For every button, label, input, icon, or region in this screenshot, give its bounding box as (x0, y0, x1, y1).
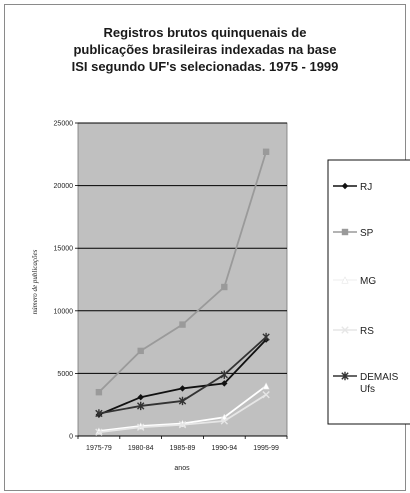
legend-box (327, 159, 410, 425)
data-point (179, 321, 186, 328)
data-point (137, 401, 145, 411)
data-point (220, 370, 228, 379)
y-axis: 0 5000 10000 15000 20000 25000 (54, 121, 78, 441)
data-point (137, 423, 145, 431)
data-point (262, 390, 270, 399)
chart-title: Registros brutos quinquenais de publicaç… (40, 24, 370, 75)
data-point (262, 382, 270, 390)
legend-label: MG (360, 276, 376, 287)
legend-item: DEMAIS Ufs (333, 371, 399, 395)
legend-swatch-marker (341, 326, 349, 334)
legend-label: RS (360, 326, 374, 337)
legend-swatch-marker (341, 371, 349, 381)
x-tick-label: 1980-84 (128, 445, 154, 452)
chart-title-line-2: publicações brasileiras indexadas na bas… (73, 42, 337, 57)
legend-swatch-marker (341, 182, 349, 190)
series-demais-ufs (95, 332, 270, 418)
x-tick-label: 1985-89 (170, 445, 196, 452)
data-point (95, 388, 103, 396)
legend-item: SP (333, 228, 374, 239)
y-tick-label: 10000 (54, 308, 74, 315)
data-point (221, 380, 228, 387)
data-point (95, 428, 103, 436)
legend-swatch-marker (341, 228, 349, 236)
x-tick-label: 1990-94 (211, 445, 237, 452)
series-sp (95, 148, 270, 396)
legend-label: RJ (360, 182, 372, 193)
series-rs (95, 390, 270, 436)
data-point (178, 396, 187, 406)
data-point (262, 332, 270, 342)
legend: RJ SP MG RS DEMAIS Ufs (327, 159, 410, 425)
x-axis: 1975-79 1980-84 1985-89 1990-94 1995-99 (77, 435, 288, 452)
x-tick-label: 1975-79 (86, 445, 112, 452)
data-point (178, 421, 187, 429)
legend-item: RS (333, 326, 374, 337)
y-axis-label: número de publicações (31, 249, 39, 314)
y-tick-label: 25000 (54, 121, 74, 128)
y-tick-label: 15000 (54, 246, 74, 253)
data-point (95, 409, 103, 418)
data-point (220, 417, 228, 425)
data-point (179, 385, 186, 392)
x-tick-label: 1995-99 (253, 445, 279, 452)
legend-item: MG (333, 276, 376, 287)
y-tick-label: 0 (69, 434, 73, 441)
legend-item: RJ (333, 182, 372, 193)
x-axis-label: anos (174, 465, 190, 472)
legend-label: SP (360, 228, 374, 239)
data-point (262, 148, 270, 155)
legend-swatch-marker (341, 276, 349, 284)
gridlines (78, 122, 287, 374)
data-point (137, 347, 144, 355)
chart-title-line-1: Registros brutos quinquenais de (103, 25, 307, 40)
y-tick-label: 20000 (54, 183, 74, 190)
series-group (95, 148, 270, 436)
legend-label: DEMAIS Ufs (360, 372, 399, 395)
y-tick-label: 5000 (57, 371, 73, 378)
plot-area (77, 122, 288, 437)
data-point (137, 393, 144, 401)
chart-title-line-3: ISI segundo UF's selecionadas. 1975 - 19… (71, 59, 339, 74)
data-point (221, 283, 228, 291)
